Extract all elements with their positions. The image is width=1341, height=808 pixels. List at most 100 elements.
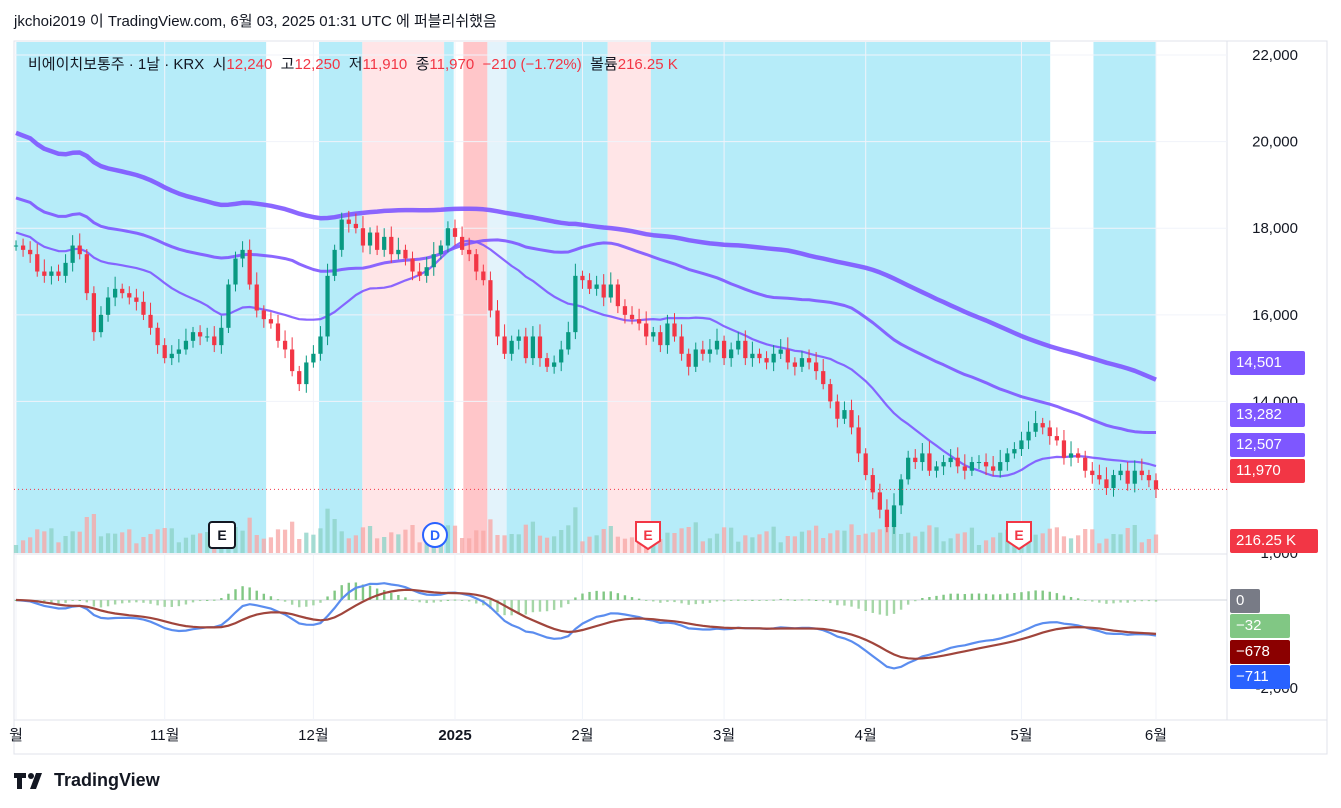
- candle-body: [644, 323, 649, 337]
- volume-bar: [601, 529, 606, 553]
- candle-body: [254, 284, 259, 311]
- volume-bar: [282, 529, 288, 553]
- candle-body: [13, 245, 19, 247]
- volume-bar: [792, 536, 798, 553]
- candle-body: [1005, 453, 1010, 463]
- earnings-marker-icon: [635, 521, 661, 551]
- candle-body: [537, 336, 543, 359]
- macd-histogram-bar: [1083, 600, 1087, 601]
- macd-histogram-bar: [128, 600, 131, 603]
- macd-histogram-bar: [659, 600, 662, 603]
- macd-histogram-bar: [227, 593, 230, 600]
- open-value: 12,240: [226, 56, 273, 73]
- volume-bar: [70, 531, 75, 553]
- macd-histogram-bar: [220, 598, 223, 600]
- macd-histogram-bar: [595, 590, 598, 600]
- candle-body: [233, 258, 238, 285]
- volume-bar: [764, 531, 769, 553]
- candle-body: [325, 275, 330, 337]
- macd-histogram-bar: [1154, 600, 1158, 602]
- highlight-band: [1093, 42, 1156, 553]
- macd-histogram-bar: [538, 600, 542, 612]
- macd-histogram-bar: [715, 600, 719, 602]
- volume-bar: [176, 542, 181, 553]
- macd-histogram-bar: [666, 600, 669, 602]
- candle-body: [927, 453, 932, 471]
- volume-bar: [183, 537, 189, 553]
- volume-bar: [615, 536, 620, 553]
- volume-bar: [1047, 528, 1052, 553]
- volume-bar: [856, 535, 861, 553]
- candle-body: [91, 293, 97, 333]
- macd-histogram-bar: [106, 600, 110, 607]
- volume-bar: [120, 532, 125, 553]
- volume-bar: [679, 528, 684, 553]
- symbol-label[interactable]: 비에이치보통주 · 1날 · KRX: [28, 56, 205, 73]
- candle-body: [559, 349, 564, 363]
- candle-body: [516, 336, 521, 341]
- candle-body: [870, 475, 875, 493]
- footer-brand[interactable]: TradingView: [14, 770, 160, 791]
- macd-histogram-bar: [241, 586, 244, 600]
- macd-histogram-bar: [829, 600, 832, 604]
- macd-histogram-bar: [1091, 600, 1094, 602]
- price-badge: 11,970: [1230, 459, 1305, 483]
- volume-bar: [197, 533, 203, 553]
- volume-bar: [806, 530, 812, 553]
- volume-bar: [891, 521, 897, 553]
- macd-histogram-bar: [1069, 596, 1073, 600]
- candle-body: [297, 371, 302, 385]
- candle-body: [601, 284, 606, 298]
- volume-bar: [552, 536, 557, 553]
- macd-histogram-bar: [269, 596, 273, 600]
- volume-bar: [297, 539, 302, 553]
- candle-body: [311, 353, 316, 363]
- macd-histogram-bar: [708, 600, 712, 603]
- volume-bar: [367, 526, 373, 553]
- macd-histogram-bar: [1112, 600, 1115, 604]
- volume-bar: [849, 524, 854, 553]
- volume-bar: [261, 538, 266, 553]
- macd-histogram-bar: [524, 600, 528, 615]
- macd-histogram-bar: [177, 600, 181, 607]
- macd-histogram-bar: [453, 599, 457, 601]
- candle-body: [849, 410, 854, 428]
- macd-histogram-bar: [198, 600, 202, 602]
- macd-histogram-bar: [970, 593, 974, 600]
- volume-bar: [424, 537, 429, 553]
- macd-histogram-bar: [213, 599, 216, 601]
- volume-bar: [360, 527, 366, 553]
- price-tick-label: 18,000: [1252, 220, 1298, 237]
- volume-bar: [672, 533, 677, 553]
- volume-bar: [311, 534, 316, 553]
- candle-body: [28, 249, 33, 255]
- volume-bar: [1068, 538, 1074, 553]
- price-badge: 13,282: [1230, 403, 1305, 427]
- macd-histogram-bar: [149, 600, 152, 604]
- macd-histogram-bar: [439, 600, 443, 602]
- macd-histogram-bar: [191, 600, 195, 603]
- candle-body: [113, 288, 118, 298]
- macd-histogram-bar: [64, 600, 67, 603]
- moving-average-line: [15, 231, 1157, 478]
- macd-histogram-bar: [510, 600, 513, 616]
- volume-bar: [325, 508, 330, 553]
- candle-body: [736, 340, 741, 350]
- candle-body: [424, 267, 429, 276]
- volume-bar: [332, 519, 337, 553]
- volume-bar: [1118, 534, 1123, 553]
- volume-bar: [318, 528, 323, 553]
- candle-body: [750, 353, 755, 359]
- candle-body: [190, 332, 196, 341]
- macd-histogram-bar: [262, 593, 266, 600]
- candle-body: [821, 371, 826, 385]
- macd-histogram-bar: [744, 600, 747, 601]
- close-value: 11,970: [429, 56, 475, 73]
- candle-body: [934, 466, 939, 471]
- candle-body: [49, 271, 54, 276]
- macd-histogram-bar: [113, 600, 117, 605]
- candle-body: [523, 336, 528, 359]
- volume-bar: [771, 526, 776, 553]
- ohlc-legend: 비에이치보통주 · 1날 · KRX 시12,240 고12,250 저11,9…: [28, 53, 678, 74]
